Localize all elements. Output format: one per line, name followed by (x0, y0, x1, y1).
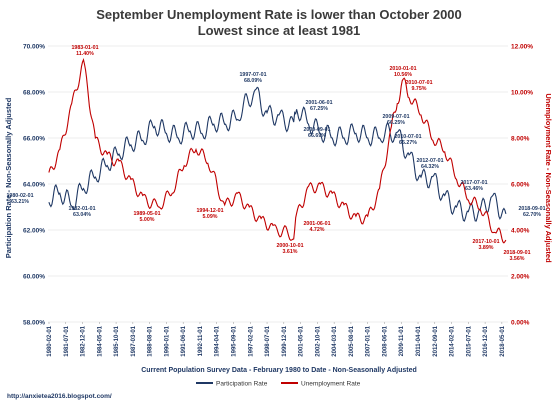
x-tick-label-26: 2016-12-01 (483, 325, 489, 356)
data-label-10: 1983-01-01 11.40% (71, 45, 98, 57)
right-tick-label-3: 6.00% (511, 181, 530, 188)
data-label-11: 1989-05-01 5.00% (133, 211, 160, 223)
x-tick-label-1: 1981-07-01 (64, 325, 70, 356)
legend-label-unemployment: Unemployment Rate (301, 381, 361, 388)
x-tick-label-24: 2014-02-01 (450, 325, 456, 356)
x-tick-label-2: 1982-12-01 (81, 325, 87, 356)
left-tick-label-2: 62.00% (23, 227, 45, 234)
x-tick-label-25: 2015-07-01 (466, 325, 472, 356)
x-tick-label-0: 1980-02-01 (47, 325, 53, 356)
x-tick-label-21: 2009-11-01 (399, 325, 405, 356)
data-label-16: 2010-07-01 9.75% (405, 80, 432, 92)
x-tick-label-6: 1988-08-01 (148, 325, 154, 356)
data-label-13: 2000-10-01 3.61% (276, 243, 303, 255)
left-axis-ticks: 58.00% 60.00% 62.00% 64.00% 66.00% 68.00% 70.0… (23, 43, 45, 326)
x-tick-label-13: 1998-07-01 (265, 325, 271, 356)
left-tick-label-0: 58.00% (23, 319, 45, 326)
right-tick-label-4: 8.00% (511, 135, 530, 142)
x-tick-label-16: 2002-10-01 (315, 325, 321, 356)
data-label-1: 1982-01-01 63.04% (68, 206, 95, 218)
left-tick-label-6: 70.00% (23, 43, 45, 50)
y-axis-label-left: Participation Rate - Non-Seasonally Adju… (4, 97, 13, 258)
right-axis-ticks: 0.00% 2.00% 4.00% 6.00% 8.00% 10.00% 12.00% (511, 43, 533, 326)
chart-title: September Unemployment Rate is lower tha… (96, 7, 462, 22)
data-label-4: 2000-09-01 66.69% (303, 127, 330, 139)
right-tick-label-0: 0.00% (511, 319, 530, 326)
x-tick-label-8: 1991-06-01 (181, 325, 187, 356)
data-label-7: 2012-07-01 64.32% (416, 158, 443, 170)
data-label-15: 2010-01-01 10.56% (389, 66, 416, 78)
x-tick-label-18: 2005-08-01 (349, 325, 355, 356)
x-tick-label-19: 2007-01-01 (366, 325, 372, 356)
footer-url: http://anxietea2016.blogspot.com/ (7, 393, 112, 400)
x-tick-label-17: 2004-03-01 (332, 325, 338, 356)
x-tick-label-3: 1984-05-01 (97, 325, 103, 356)
x-tick-label-10: 1994-04-01 (215, 325, 221, 356)
series-line-unemployment-rate (48, 58, 507, 244)
series-line-participation-rate (48, 86, 507, 222)
data-label-14: 2001-06-01 4.72% (303, 221, 330, 233)
left-tick-label-3: 64.00% (23, 181, 45, 188)
legend-label-participation: Participation Rate (216, 381, 268, 388)
gridlines (48, 45, 508, 323)
data-label-18: 2018-09-01 3.56% (503, 250, 530, 262)
annotations: 1980-02-01 63.21% 1982-01-01 63.04% 1997-07-… (6, 45, 545, 262)
x-tick-label-27: 2018-05-01 (500, 325, 506, 356)
legend: Participation Rate Unemployment Rate (196, 381, 361, 388)
x-tick-label-12: 1997-02-01 (248, 325, 254, 356)
x-axis-label: Current Population Survey Data - Februar… (141, 367, 417, 374)
series-lines (48, 58, 507, 244)
x-tick-label-9: 1992-11-01 (198, 325, 204, 356)
x-tick-label-4: 1985-10-01 (114, 325, 120, 356)
x-tick-label-11: 1995-09-01 (231, 325, 237, 356)
data-label-17: 2017-10-01 3.89% (472, 239, 499, 251)
right-tick-label-5: 10.00% (511, 89, 533, 96)
data-label-5: 2009-07-01 66.25% (382, 114, 409, 126)
left-tick-label-1: 60.00% (23, 273, 45, 280)
data-label-2: 1997-07-01 68.09% (239, 72, 266, 84)
data-label-9: 2018-09-01 62.70% (518, 206, 545, 218)
right-tick-label-6: 12.00% (511, 43, 533, 50)
x-tick-label-20: 2008-06-01 (382, 325, 388, 356)
x-tick-label-14: 1999-12-01 (282, 325, 288, 356)
x-axis-ticks: 1980-02-01 1981-07-01 1982-12-01 1984-05-01… (47, 322, 506, 357)
left-tick-label-4: 66.00% (23, 135, 45, 142)
data-label-12: 1994-12-01 5.09% (196, 208, 223, 220)
right-tick-label-2: 4.00% (511, 227, 530, 234)
x-tick-label-7: 1990-01-01 (164, 325, 170, 356)
x-tick-label-22: 2011-04-01 (416, 325, 422, 356)
y-axis-label-right: Unemployment Rate - Non-Seasonally Adjus… (544, 93, 553, 263)
right-tick-label-1: 2.00% (511, 273, 530, 280)
data-label-3: 2001-06-01 67.25% (305, 100, 332, 112)
x-tick-label-15: 2001-05-01 (299, 325, 305, 356)
data-label-6: 2010-07-01 65.27% (394, 134, 421, 146)
x-tick-label-5: 1987-03-01 (131, 325, 137, 356)
data-label-0: 1980-02-01 63.21% (6, 193, 33, 205)
x-tick-label-23: 2012-09-01 (433, 325, 439, 356)
left-tick-label-5: 68.00% (23, 89, 45, 96)
chart-subtitle: Lowest since at least 1981 (198, 23, 361, 38)
data-label-8: 2017-07-01 63.46% (460, 180, 487, 192)
